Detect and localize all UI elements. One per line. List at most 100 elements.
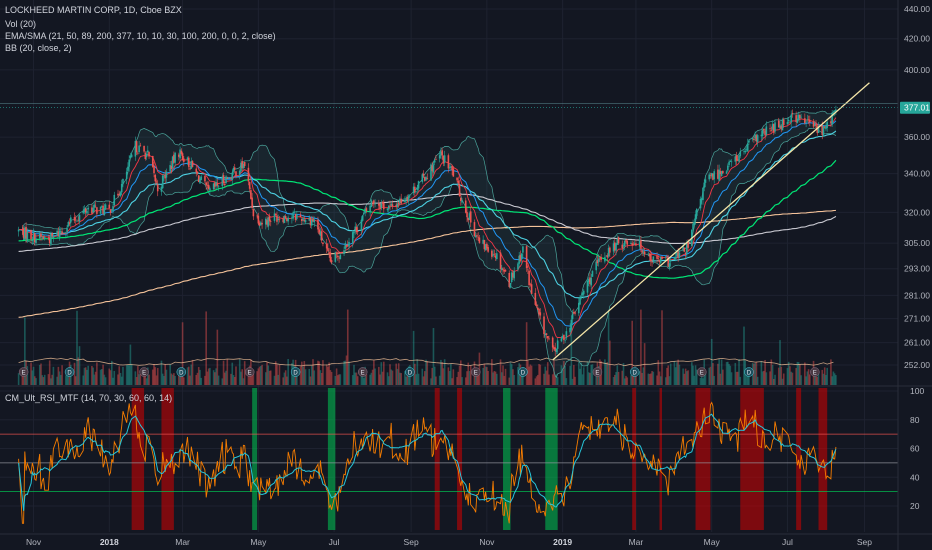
candle-body: [129, 155, 132, 159]
volume-bar: [52, 366, 55, 385]
candle-body: [31, 240, 34, 242]
candle-body: [257, 215, 260, 224]
volume-bar: [217, 375, 220, 385]
candle-body: [417, 181, 420, 189]
volume-bar: [257, 368, 260, 385]
volume-bar: [800, 375, 802, 385]
candle-body: [682, 246, 684, 251]
volume-bar: [101, 368, 103, 385]
candle-body: [139, 145, 142, 147]
volume-bar: [664, 377, 667, 385]
volume-bar: [348, 361, 350, 385]
y-tick-label: 271.00: [904, 314, 930, 324]
candle-body: [50, 233, 52, 245]
volume-bar: [99, 369, 102, 385]
candle-body: [101, 206, 103, 207]
volume-bar: [195, 375, 198, 385]
volume-bar: [570, 319, 573, 385]
sma-100-line: [18, 159, 837, 279]
candle-body: [678, 252, 681, 258]
legend-ema[interactable]: EMA/SMA (21, 50, 89, 200, 377, 10, 10, 3…: [5, 31, 276, 41]
candle-body: [113, 194, 116, 206]
volume-bar: [400, 373, 402, 385]
candle-body: [823, 126, 826, 128]
candle-body: [103, 208, 106, 216]
volume-bar: [656, 375, 658, 385]
volume-bar: [40, 363, 42, 385]
candle-body: [544, 333, 547, 335]
candle-body: [693, 221, 696, 225]
volume-bar: [415, 374, 417, 385]
volume-bar: [702, 378, 704, 385]
candle-body: [373, 200, 375, 205]
candle-body: [635, 243, 637, 246]
volume-bar: [165, 369, 168, 385]
candle-body: [805, 121, 807, 123]
candle-body: [674, 256, 677, 259]
volume-bar: [87, 365, 89, 385]
volume-bar: [286, 376, 288, 385]
volume-bar: [581, 374, 584, 385]
volume-bar: [144, 372, 147, 385]
candle-body: [369, 205, 371, 213]
candle-body: [457, 180, 460, 184]
ema-50-line: [18, 130, 837, 299]
candle-body: [754, 134, 756, 139]
volume-bar: [441, 362, 443, 385]
volume-bar: [329, 370, 332, 385]
volume-bar: [487, 370, 489, 385]
volume-bar: [416, 359, 419, 385]
volume-bar: [380, 362, 383, 385]
volume-bar: [447, 367, 450, 385]
volume-bar: [130, 363, 133, 385]
volume-bar: [24, 317, 26, 385]
volume-bar: [41, 375, 44, 385]
candle-body: [563, 334, 565, 341]
legend-title[interactable]: LOCKHEED MARTIN CORP, 1D, Cboe BZX: [5, 5, 182, 15]
volume-bar: [417, 373, 420, 385]
candle-body: [112, 206, 114, 212]
legend-vol[interactable]: Vol (20): [5, 19, 37, 29]
volume-bar: [161, 373, 164, 385]
candle-body: [365, 208, 368, 212]
candle-body: [835, 109, 837, 111]
candle-body: [284, 216, 287, 219]
candle-body: [120, 184, 123, 193]
candle-body: [774, 122, 776, 132]
volume-bar: [538, 363, 540, 385]
candle-body: [806, 119, 809, 121]
candle-body: [503, 269, 506, 272]
volume-bar: [363, 378, 365, 385]
volume-bar: [630, 375, 632, 385]
volume-bar: [548, 374, 550, 385]
candle-body: [391, 204, 394, 207]
candle-body: [128, 159, 130, 167]
volume-bar: [502, 365, 504, 385]
candle-body: [633, 243, 636, 245]
volume-bar: [304, 369, 307, 385]
volume-bar: [108, 368, 111, 385]
volume-bar: [381, 371, 384, 385]
candle-body: [330, 260, 333, 263]
candle-body: [78, 214, 81, 222]
volume-bar: [822, 373, 825, 385]
volume-bar: [264, 372, 267, 385]
candle-body: [812, 121, 815, 127]
volume-bar: [422, 376, 425, 385]
volume-bar: [312, 359, 314, 385]
candle-body: [800, 116, 802, 118]
volume-bar: [104, 377, 107, 385]
candle-body: [548, 338, 550, 340]
volume-bar: [360, 373, 363, 385]
volume-bar: [525, 322, 528, 385]
candle-body: [60, 231, 62, 232]
legend-rsi[interactable]: CM_Ult_RSI_MTF (14, 70, 30, 60, 60, 14): [5, 393, 173, 403]
rsi-panel: [0, 388, 898, 530]
candle-body: [713, 171, 715, 180]
candle-body: [796, 118, 799, 123]
candle-body: [355, 227, 358, 233]
legend-bb[interactable]: BB (20, close, 2): [5, 43, 72, 53]
trendline[interactable]: [0, 82, 898, 361]
candle-body: [695, 208, 698, 216]
